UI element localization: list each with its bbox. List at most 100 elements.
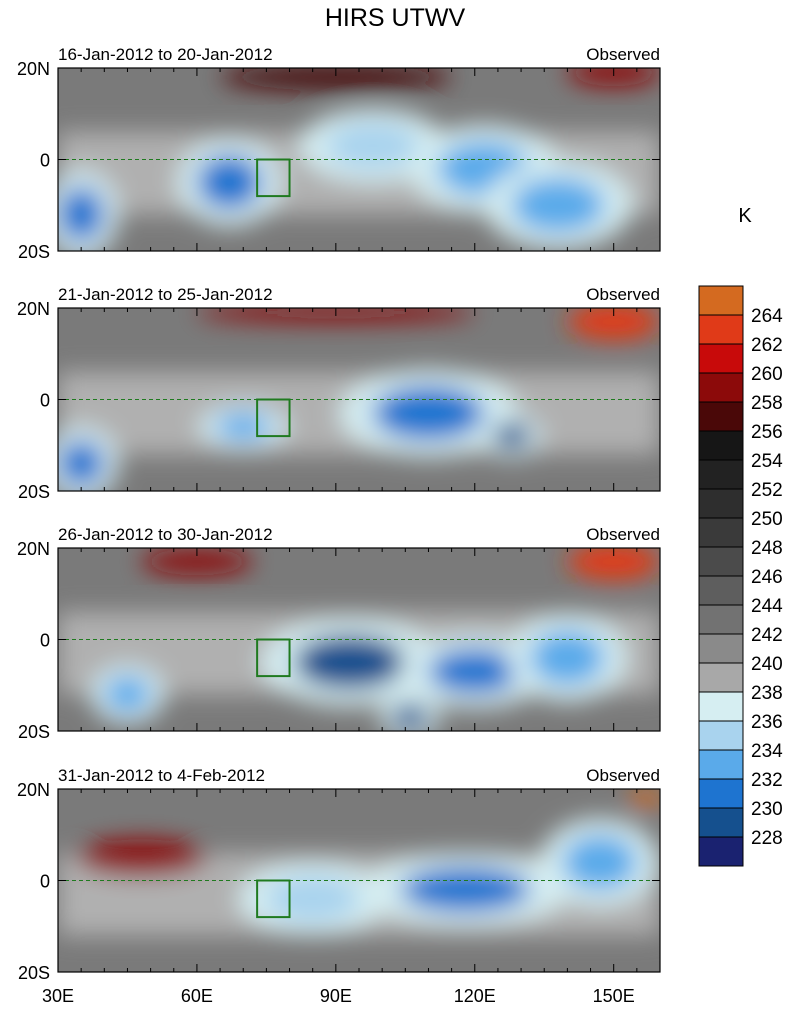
- field-contour: [372, 385, 485, 441]
- field-contour: [266, 875, 360, 922]
- field-contour: [627, 789, 660, 808]
- field-contour: [196, 154, 262, 210]
- colorbar-swatch: [698, 604, 744, 635]
- study-region-box: [256, 158, 291, 198]
- colorbar: 264 262 260 258 256 254 252 250 248 246 244 242 240 2…: [698, 285, 783, 867]
- y-tick-label: 0: [40, 631, 50, 651]
- map-panel: 20N 0 20S 26-Jan-2012 to 30-Jan-2012 Observe…: [17, 525, 661, 742]
- colorbar-label: 252: [751, 480, 783, 501]
- colorbar-label: 232: [751, 770, 783, 791]
- panel-date-range: 21-Jan-2012 to 25-Jan-2012: [58, 285, 273, 304]
- panel-date-range: 16-Jan-2012 to 20-Jan-2012: [58, 45, 273, 64]
- colorbar-swatch: [698, 807, 744, 838]
- study-region-box: [256, 398, 291, 438]
- x-tick-label: 150E: [593, 986, 635, 1006]
- field-contour: [58, 186, 105, 242]
- colorbar-swatch: [698, 488, 744, 519]
- y-tick-label: 20N: [17, 59, 50, 79]
- panel-tag: Observed: [586, 525, 660, 544]
- colorbar-swatch: [698, 749, 744, 780]
- field-contour: [326, 122, 420, 169]
- colorbar-swatch: [698, 836, 744, 867]
- colorbar-label: 242: [751, 625, 783, 646]
- field-contour: [58, 440, 105, 487]
- y-tick-label: 0: [40, 151, 50, 171]
- field-contour: [391, 703, 429, 731]
- x-tick-label: 90E: [320, 986, 352, 1006]
- colorbar-label: 230: [751, 799, 783, 820]
- colorbar-label: 238: [751, 683, 783, 704]
- field-contour: [294, 634, 406, 690]
- field-contour: [104, 676, 151, 713]
- y-tick-label: 20S: [18, 482, 50, 502]
- field-contour: [567, 308, 660, 341]
- colorbar-label: 234: [751, 741, 783, 762]
- colorbar-label: 246: [751, 567, 783, 588]
- field-contour: [493, 422, 531, 450]
- field-contour: [530, 630, 605, 686]
- y-tick-label: 0: [40, 391, 50, 411]
- field-contour: [511, 177, 605, 233]
- panel-tag: Observed: [586, 285, 660, 304]
- colorbar-swatch: [698, 343, 744, 374]
- figure-title: HIRS UTWV: [325, 4, 466, 32]
- y-tick-label: 20S: [18, 963, 50, 983]
- colorbar-swatch: [698, 430, 744, 461]
- colorbar-label: 240: [751, 654, 783, 675]
- colorbar-swatch: [698, 401, 744, 432]
- y-tick-label: 20S: [18, 242, 50, 262]
- field-contour: [562, 834, 637, 890]
- y-tick-label: 20N: [17, 539, 50, 559]
- colorbar-label: 258: [751, 393, 783, 414]
- map-panel: 20N 0 20S 21-Jan-2012 to 25-Jan-2012 Observe…: [17, 285, 661, 502]
- colorbar-label: 254: [751, 451, 783, 472]
- field-contour: [567, 68, 660, 87]
- x-tick-label: 120E: [454, 986, 496, 1006]
- map-panel: 20N 0 20S 16-Jan-2012 to 20-Jan-2012 Observe…: [17, 45, 661, 262]
- field-contour: [567, 548, 660, 581]
- field-contour: [400, 866, 531, 913]
- y-tick-label: 0: [40, 872, 50, 892]
- colorbar-label: 260: [751, 364, 783, 385]
- colorbar-swatch: [698, 662, 744, 693]
- field-contour: [220, 68, 452, 91]
- colorbar-label: 262: [751, 335, 783, 356]
- colorbar-label: 248: [751, 538, 783, 559]
- panel-date-range: 31-Jan-2012 to 4-Feb-2012: [58, 766, 265, 785]
- colorbar-label: 244: [751, 596, 783, 617]
- colorbar-label: 228: [751, 828, 783, 849]
- map-panels: 20N 0 20S 16-Jan-2012 to 20-Jan-2012 Observe…: [17, 45, 661, 983]
- field-contour: [141, 548, 253, 576]
- colorbar-swatch: [698, 633, 744, 664]
- x-tick-label: 30E: [42, 986, 74, 1006]
- colorbar-swatch: [698, 314, 744, 345]
- panel-tag: Observed: [586, 45, 660, 64]
- colorbar-swatch: [698, 285, 744, 316]
- colorbar-label: 236: [751, 712, 783, 733]
- colorbar-swatch: [698, 691, 744, 722]
- colorbar-swatch: [698, 720, 744, 751]
- field-contour: [76, 839, 207, 876]
- colorbar-label: 264: [751, 306, 783, 327]
- colorbar-swatch: [698, 372, 744, 403]
- colorbar-units: K: [738, 205, 752, 227]
- y-tick-label: 20N: [17, 299, 50, 319]
- colorbar-label: 256: [751, 422, 783, 443]
- y-tick-label: 20N: [17, 780, 50, 800]
- y-tick-label: 20S: [18, 722, 50, 742]
- map-panel: 20N 0 20S 31-Jan-2012 to 4-Feb-2012 Observed: [17, 766, 661, 983]
- colorbar-swatch: [698, 575, 744, 606]
- colorbar-swatch: [698, 459, 744, 490]
- panel-date-range: 26-Jan-2012 to 30-Jan-2012: [58, 525, 273, 544]
- panel-tag: Observed: [586, 766, 660, 785]
- x-axis: 30E 60E 90E 120E 150E: [42, 986, 635, 1006]
- x-tick-label: 60E: [181, 986, 213, 1006]
- colorbar-swatch: [698, 517, 744, 548]
- study-region-box: [256, 879, 291, 919]
- colorbar-swatch: [698, 546, 744, 577]
- colorbar-label: 250: [751, 509, 783, 530]
- colorbar-swatch: [698, 778, 744, 809]
- field-contour: [428, 648, 522, 695]
- study-region-box: [256, 638, 291, 678]
